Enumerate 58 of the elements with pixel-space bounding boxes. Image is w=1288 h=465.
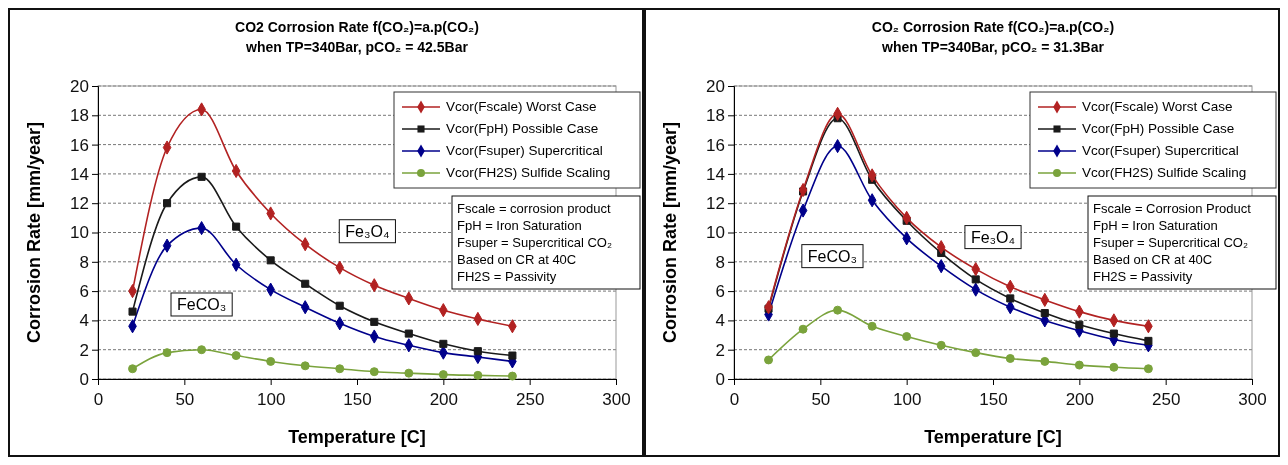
y-tick-label: 0 [715,369,725,389]
legend-label: Vcor(Fsuper) Supercritical [446,142,603,158]
chart-title: CO2 Corrosion Rate f(CO₂)=a.p(CO₂) [235,19,479,35]
y-tick-label: 14 [70,164,89,184]
y-tick-label: 12 [70,194,89,214]
annotation: FeCO₃ [807,247,858,265]
y-tick-label: 6 [715,282,725,302]
y-tick-label: 20 [70,76,89,96]
x-tick-label: 100 [256,390,286,409]
legend-label: Vcor(FpH) Possible Case [446,120,599,136]
annotation: FeCO₃ [177,295,227,313]
x-axis-title: Temperature [C] [924,427,1062,447]
chart-subtitle: when TP=340Bar, pCO₂ = 31.3Bar [881,39,1105,55]
annotation: Fe₃O₄ [345,222,390,240]
y-tick-label: 12 [706,194,725,214]
annotation: Fscale = Corrosion Product FpH = Iron Saturation Fsuper = Supercritical CO₂ Based on CR at 40C FH2S = Passivity [1093,201,1252,284]
x-tick-label: 200 [429,390,459,409]
y-tick-label: 16 [70,135,89,155]
x-tick-label: 300 [1238,390,1267,409]
legend-label: Vcor(FpH) Possible Case [1082,120,1235,136]
annotation: Fscale = corrosion product FpH = Iron Saturation Fsuper = Supercritical CO₂ Based on CR at 40C FH2S = Passivity [457,201,612,284]
y-axis-title: Corrosion Rate [mm/year] [660,121,680,344]
chart-subtitle: when TP=340Bar, pCO₂ = 42.5Bar [245,39,469,55]
y-axis-title: Corrosion Rate [mm/year] [24,121,44,344]
x-tick-label: 150 [979,390,1008,409]
x-tick-label: 100 [892,390,922,409]
y-tick-label: 18 [70,106,89,126]
y-tick-label: 4 [79,311,89,331]
y-tick-label: 0 [79,369,89,389]
y-tick-label: 14 [706,164,725,184]
y-tick-label: 8 [715,252,725,272]
x-tick-label: 0 [93,390,104,409]
legend-label: Vcor(Fscale) Worst Case [1082,98,1233,114]
y-tick-label: 6 [79,282,89,302]
legend-label: Vcor(Fsuper) Supercritical [1082,142,1239,158]
x-tick-label: 250 [515,390,545,409]
x-tick-label: 0 [729,390,740,409]
x-axis-title: Temperature [C] [288,427,426,447]
y-tick-label: 18 [706,106,725,126]
y-tick-label: 10 [70,223,89,243]
legend-label: Vcor(FH2S) Sulfide Scaling [446,164,611,180]
chart-title: CO₂ Corrosion Rate f(CO₂)=a.p(CO₂) [871,19,1115,35]
y-tick-label: 4 [715,311,725,331]
y-tick-label: 2 [715,340,725,360]
x-tick-label: 250 [1151,390,1181,409]
x-tick-label: 200 [1065,390,1095,409]
y-tick-label: 16 [706,135,725,155]
x-tick-label: 150 [343,390,372,409]
y-tick-label: 20 [706,76,725,96]
y-tick-label: 10 [706,223,725,243]
x-tick-label: 50 [175,390,195,409]
y-tick-label: 8 [79,252,89,272]
annotation: Fe₃O₄ [970,228,1016,246]
x-tick-label: 50 [811,390,831,409]
legend-label: Vcor(Fscale) Worst Case [446,98,597,114]
y-tick-label: 2 [79,340,89,360]
x-tick-label: 300 [602,390,631,409]
legend-label: Vcor(FH2S) Sulfide Scaling [1082,164,1247,180]
